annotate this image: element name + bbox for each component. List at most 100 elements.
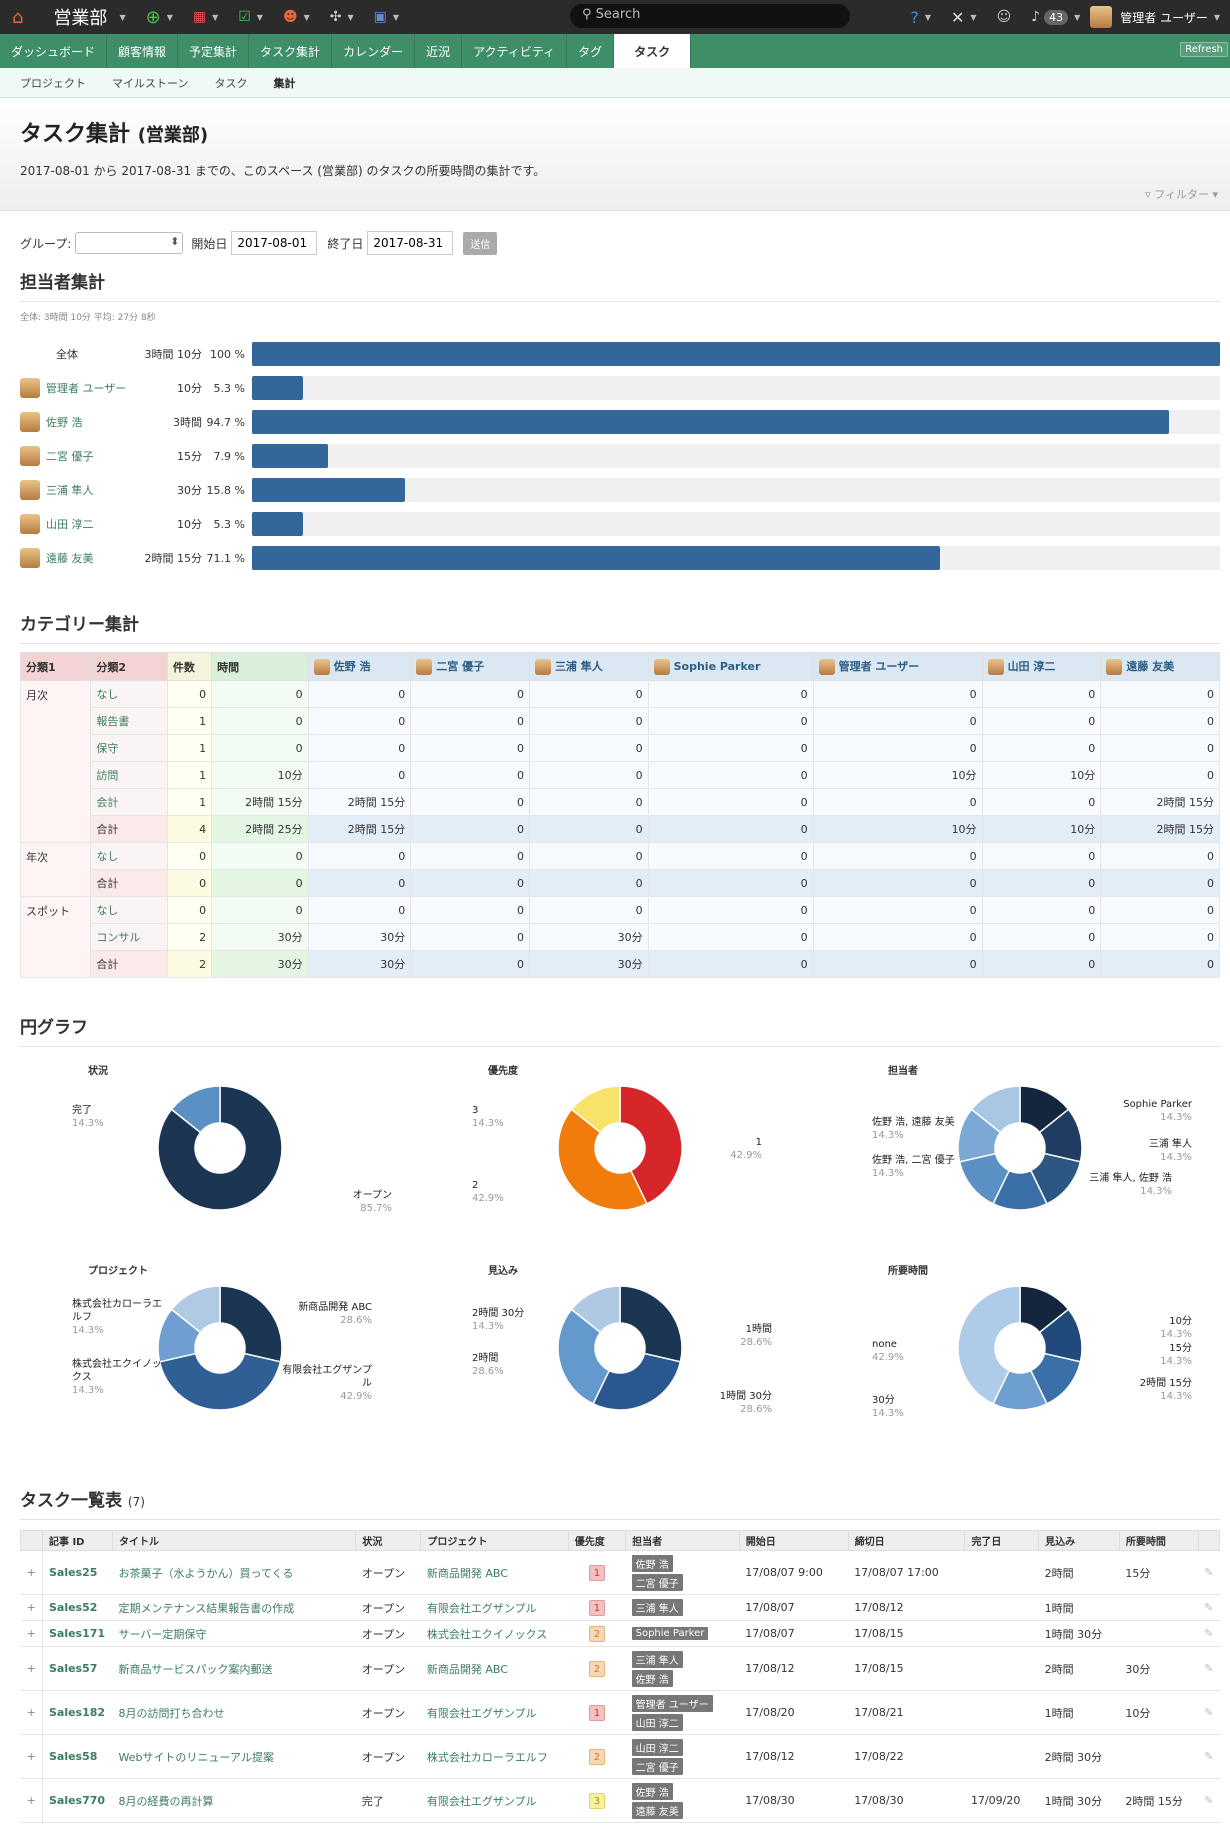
- nav-tab[interactable]: 近況: [415, 34, 463, 68]
- help-icon[interactable]: ? ▼: [910, 7, 931, 27]
- category2-cell[interactable]: なし: [90, 896, 168, 924]
- pie-slice[interactable]: [619, 1285, 683, 1363]
- expand-icon[interactable]: +: [20, 1594, 43, 1621]
- start-date-input[interactable]: [231, 231, 318, 255]
- home-icon[interactable]: ⌂: [12, 6, 24, 28]
- column-header[interactable]: 優先度: [567, 1530, 627, 1551]
- edit-icon[interactable]: ✎: [1198, 1690, 1220, 1735]
- task-id-link[interactable]: Sales58: [42, 1734, 113, 1779]
- pie-slice[interactable]: [570, 1285, 621, 1334]
- pie-slice[interactable]: [592, 1352, 682, 1411]
- edit-icon[interactable]: ✎: [1198, 1646, 1220, 1691]
- task-project-link[interactable]: 新商品開発 ABC: [420, 1646, 569, 1691]
- task-title-link[interactable]: 定期メンテナンス結果報告書の作成: [112, 1594, 356, 1621]
- task-id-link[interactable]: Sales770: [42, 1778, 113, 1823]
- category2-cell[interactable]: 報告書: [90, 707, 168, 735]
- task-title-link[interactable]: 8月の経費の再計算: [112, 1778, 356, 1823]
- nav-tab[interactable]: タスク: [614, 34, 692, 68]
- assignee-chip[interactable]: 三浦 隼人: [631, 1599, 683, 1616]
- assignee-chip[interactable]: Sophie Parker: [631, 1627, 709, 1640]
- assignee-chip[interactable]: 管理者 ユーザー: [631, 1694, 713, 1712]
- column-header[interactable]: タイトル: [111, 1530, 357, 1551]
- user-column-header[interactable]: Sophie Parker: [647, 652, 814, 681]
- task-project-link[interactable]: 有限会社エグザンプル: [420, 1594, 569, 1621]
- column-header[interactable]: 担当者: [625, 1530, 740, 1551]
- refresh-button[interactable]: Refresh: [1180, 42, 1228, 57]
- edit-icon[interactable]: ✎: [1198, 1550, 1220, 1595]
- user-column-header[interactable]: 佐野 浩: [307, 652, 412, 681]
- assignee-chip[interactable]: 山田 淳二: [631, 1713, 683, 1731]
- pie-slice[interactable]: [957, 1285, 1021, 1405]
- pie-slice[interactable]: [219, 1285, 283, 1363]
- column-header[interactable]: 開始日: [738, 1530, 849, 1551]
- nav-tab[interactable]: ダッシュボード: [0, 34, 108, 68]
- assignee-name[interactable]: 二宮 優子: [20, 446, 132, 466]
- assignee-name[interactable]: 遠藤 友美: [20, 548, 132, 568]
- nav-tab[interactable]: タスク集計: [249, 34, 333, 68]
- assignee-name[interactable]: 三浦 隼人: [20, 480, 132, 500]
- search-input[interactable]: ⚲ Search: [570, 4, 850, 28]
- bell-icon[interactable]: ♪ 43 ▼: [1031, 9, 1081, 25]
- nav-tab[interactable]: 予定集計: [178, 34, 250, 68]
- task-title-link[interactable]: 8月の訪問打ち合わせ: [112, 1690, 356, 1735]
- task-project-link[interactable]: 有限会社エグザンプル: [420, 1690, 569, 1735]
- expand-icon[interactable]: +: [20, 1646, 43, 1691]
- user-column-header[interactable]: 二宮 優子: [410, 652, 530, 681]
- user-column-header[interactable]: 三浦 隼人: [528, 652, 649, 681]
- edit-icon[interactable]: ✎: [1198, 1594, 1220, 1621]
- assignee-chip[interactable]: 三浦 隼人: [631, 1650, 683, 1668]
- pie-slice[interactable]: [157, 1085, 283, 1211]
- nav-tab[interactable]: カレンダー: [332, 34, 416, 68]
- category2-cell[interactable]: 会計: [90, 788, 168, 816]
- pie-slice[interactable]: [970, 1085, 1021, 1134]
- add-user-icon[interactable]: ☺: [996, 9, 1012, 25]
- assignee-chip[interactable]: 佐野 浩: [631, 1782, 673, 1800]
- task-check-icon[interactable]: ☑ ▼: [238, 9, 263, 25]
- person-icon[interactable]: ☻ ▼: [282, 9, 310, 25]
- pie-slice[interactable]: [570, 1085, 621, 1134]
- edit-icon[interactable]: ✎: [1198, 1734, 1220, 1779]
- nav-tab[interactable]: タグ: [567, 34, 615, 68]
- subnav-item[interactable]: タスク: [214, 76, 248, 90]
- expand-icon[interactable]: +: [20, 1734, 43, 1779]
- edit-icon[interactable]: ✎: [1198, 1778, 1220, 1823]
- column-header[interactable]: プロジェクト: [420, 1530, 569, 1551]
- add-icon[interactable]: ⊕ ▼: [145, 6, 173, 28]
- schedule-icon[interactable]: ▣ ▼: [373, 9, 399, 25]
- assignee-chip[interactable]: 佐野 浩: [631, 1554, 673, 1572]
- user-dropdown-icon[interactable]: ▼: [1213, 12, 1220, 22]
- edit-icon[interactable]: ✎: [1198, 1620, 1220, 1647]
- task-project-link[interactable]: 新商品開発 ABC: [420, 1550, 569, 1595]
- pie-slice[interactable]: [158, 1352, 282, 1411]
- column-header[interactable]: 締切日: [847, 1530, 966, 1551]
- assignee-chip[interactable]: 佐野 浩: [631, 1669, 673, 1687]
- pie-slice[interactable]: [170, 1285, 221, 1334]
- assignee-name[interactable]: 佐野 浩: [20, 412, 132, 432]
- nav-tab[interactable]: アクティビティ: [462, 34, 568, 68]
- task-project-link[interactable]: 有限会社エグザンプル: [420, 1778, 569, 1823]
- subnav-item[interactable]: マイルストーン: [112, 76, 189, 90]
- user-menu[interactable]: 管理者 ユーザー: [1120, 10, 1208, 25]
- column-header[interactable]: 記事 ID: [41, 1530, 113, 1551]
- task-id-link[interactable]: Sales25: [42, 1550, 113, 1595]
- task-project-link[interactable]: 株式会社カローラエルフ: [420, 1734, 569, 1779]
- task-id-link[interactable]: Sales182: [42, 1690, 113, 1735]
- column-header[interactable]: 所要時間: [1118, 1530, 1199, 1551]
- user-column-header[interactable]: 山田 淳二: [981, 652, 1102, 681]
- task-project-link[interactable]: 株式会社エクイノックス: [420, 1620, 569, 1647]
- expand-icon[interactable]: +: [20, 1550, 43, 1595]
- calendar-icon[interactable]: ▦ ▼: [192, 9, 219, 25]
- pie-slice[interactable]: [557, 1108, 648, 1211]
- subnav-item[interactable]: 集計: [273, 76, 296, 90]
- nav-tab[interactable]: 顧客情報: [107, 34, 179, 68]
- pie-slice[interactable]: [170, 1085, 221, 1134]
- assignee-chip[interactable]: 二宮 優子: [631, 1757, 683, 1775]
- space-selector[interactable]: 営業部: [53, 8, 108, 29]
- column-header[interactable]: 完了日: [964, 1530, 1040, 1551]
- assignee-name[interactable]: 山田 淳二: [20, 514, 132, 534]
- column-header[interactable]: 状況: [355, 1530, 422, 1551]
- expand-icon[interactable]: +: [20, 1620, 43, 1647]
- category2-cell[interactable]: なし: [90, 842, 168, 870]
- assignee-chip[interactable]: 遠藤 友美: [631, 1801, 683, 1819]
- user-avatar[interactable]: [1090, 6, 1113, 28]
